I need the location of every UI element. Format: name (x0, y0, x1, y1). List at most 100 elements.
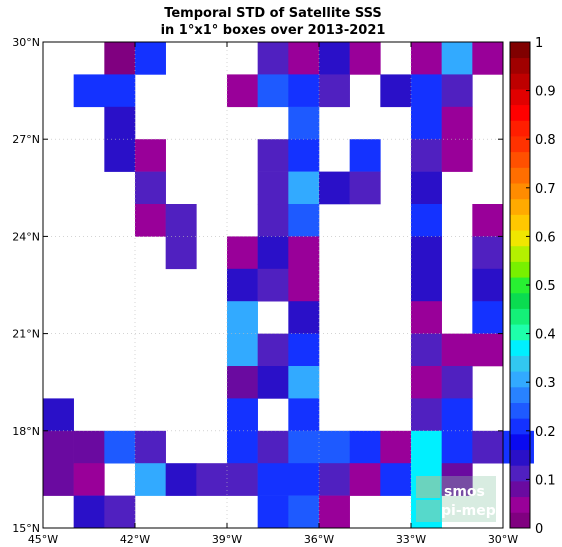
heatmap-cell (288, 204, 320, 237)
heatmap-cell (227, 463, 258, 496)
colorbar-segment (510, 198, 530, 215)
heatmap-cell (411, 333, 442, 367)
heatmap-cell (257, 430, 289, 464)
x-tick-label: 36°W (304, 533, 334, 546)
heatmap-cell (227, 333, 258, 367)
heatmap-cell (411, 366, 442, 399)
heatmap-cell (472, 333, 504, 367)
heatmap-cell (135, 139, 166, 172)
heatmap-cell (288, 463, 320, 496)
plot-frame (42, 41, 504, 529)
heatmap-cell (104, 106, 136, 140)
heatmap-cell (349, 139, 381, 172)
heatmap-cell (288, 301, 320, 334)
colorbar-tick-label: 0.9 (535, 85, 556, 100)
colorbar-segment (510, 465, 530, 482)
colorbar-segment (510, 214, 530, 231)
logo-line-1: smos (444, 484, 485, 500)
colorbar-segment (510, 277, 530, 294)
heatmap-cell (288, 333, 320, 367)
heatmap-cell (288, 74, 320, 108)
heatmap-cell (349, 430, 381, 464)
heatmap-cell (319, 430, 350, 464)
colorbar-tick-label: 0.6 (535, 230, 556, 245)
heatmap-cell (380, 463, 412, 496)
heatmap-cell (135, 463, 166, 496)
heatmap-cell (319, 171, 350, 205)
heatmap-cell (227, 430, 258, 464)
heatmap-cell (196, 463, 228, 496)
colorbar-segment (510, 402, 530, 419)
heatmap-cell (257, 139, 289, 172)
heatmap-cell (73, 463, 105, 496)
heatmap-cell (104, 74, 136, 108)
colorbar-segment (510, 433, 530, 451)
heatmap-cell (441, 74, 473, 108)
heatmap-cell (257, 268, 289, 302)
colorbar-segment (510, 418, 530, 435)
colorbar-segment (510, 57, 530, 74)
colorbar-segment (510, 73, 530, 90)
heatmap-cell (288, 366, 320, 399)
heatmap-cell (319, 74, 350, 108)
x-tick-label: 39°W (212, 533, 242, 546)
smos-pi-mep-logo: smos pi-mep (416, 476, 496, 522)
heatmap-cell (411, 301, 442, 334)
colorbar-segment (510, 245, 530, 262)
heatmap-cell (227, 74, 258, 108)
colorbar-tick-label: 1 (535, 36, 543, 51)
heatmap-cell (411, 204, 442, 237)
heatmap-cell (441, 366, 473, 399)
colorbar-tick-label: 0.1 (535, 473, 556, 488)
heatmap-cell (349, 463, 381, 496)
chart-title-line-1: Temporal STD of Satellite SSS (164, 6, 382, 21)
heatmap-cell (104, 495, 136, 529)
heatmap-cell (73, 74, 105, 108)
heatmap-cell (288, 42, 320, 75)
heatmap-cell (319, 42, 350, 75)
heatmap-cell (411, 74, 442, 108)
heatmap-cell (43, 463, 74, 496)
heatmap-cell (165, 236, 197, 270)
heatmap-cell (288, 106, 320, 140)
colorbar-segment (510, 496, 530, 513)
colorbar-segment (510, 292, 530, 309)
heatmap-cell (227, 236, 258, 270)
heatmap-cell (227, 301, 258, 334)
heatmap-cell (411, 171, 442, 205)
heatmap-cell (257, 42, 289, 75)
colorbar-tick-label: 0.8 (535, 133, 556, 148)
colorbar-segment (510, 183, 530, 200)
colorbar-segment (510, 355, 530, 372)
heatmap-cell (135, 171, 166, 205)
x-tick-label: 45°W (28, 533, 58, 546)
heatmap-cell (73, 495, 105, 529)
colorbar-segment (510, 512, 530, 529)
colorbar-tick-label: 0.5 (535, 279, 556, 294)
heatmap-cell (104, 139, 136, 172)
heatmap-cell (472, 42, 504, 75)
y-tick-label: 21°N (12, 328, 40, 341)
colorbar-segment (510, 151, 530, 168)
heatmap-cell (257, 236, 289, 270)
x-tick-label: 42°W (120, 533, 150, 546)
y-tick-label: 27°N (12, 133, 40, 146)
colorbar-segment (510, 261, 530, 278)
colorbar-segment (510, 42, 530, 59)
heatmap-cell (349, 171, 381, 205)
heatmap-cell (288, 495, 320, 529)
heatmap-cell (288, 171, 320, 205)
heatmap-cell (257, 74, 289, 108)
colorbar: 0 0.1 0.2 0.3 0.4 0.5 0.6 0.7 0.8 0.9 1 (509, 36, 556, 537)
heatmap-cell (411, 398, 442, 432)
colorbar-segment (510, 308, 530, 325)
heatmap-cell (104, 42, 136, 75)
heatmap-cell (104, 430, 136, 464)
colorbar-tick-label: 0.4 (535, 328, 556, 343)
heatmap-cell (227, 366, 258, 399)
heatmap-cell (319, 463, 350, 496)
colorbar-segment (510, 120, 530, 137)
heatmap-cell (411, 268, 442, 302)
y-tick-label: 15°N (12, 522, 40, 535)
